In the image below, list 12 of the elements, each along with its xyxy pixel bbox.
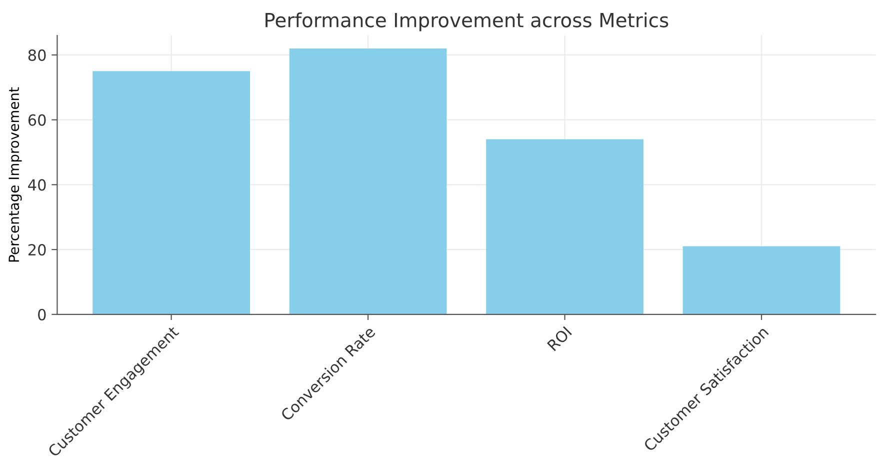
- y-tick-label: 0: [38, 308, 46, 320]
- y-axis-title: Percentage Improvement: [8, 87, 22, 262]
- y-tick-label: 60: [28, 114, 46, 126]
- y-tick-label: 80: [28, 49, 46, 61]
- bar: [486, 139, 644, 314]
- bar: [289, 48, 447, 314]
- y-tick-label: 20: [28, 244, 46, 256]
- y-tick-label: 40: [28, 179, 46, 191]
- bar: [682, 246, 840, 314]
- bar: [92, 71, 250, 314]
- x-tick-label: ROI: [546, 326, 572, 352]
- chart-title: Performance Improvement across Metrics: [266, 12, 668, 32]
